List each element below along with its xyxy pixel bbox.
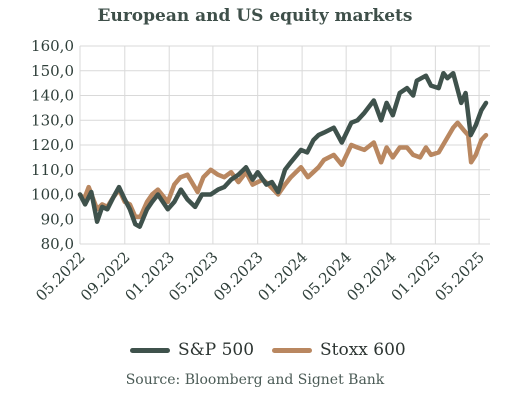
series-line-sp500 [77, 70, 489, 229]
legend-item-stoxx600: Stoxx 600 [272, 340, 406, 360]
source-note: Source: Bloomberg and Signet Bank [125, 372, 385, 388]
y-axis-labels: 80,0 90,0 100,0 110,0 120,0 130,0 140,0 150,0 16… [31, 37, 74, 253]
series-layer [77, 70, 489, 229]
y-tick-label: 130,0 [31, 111, 74, 129]
y-tick-label: 150,0 [31, 62, 74, 80]
x-axis-labels: 05.202209.202201.202305.202309.202301.20… [32, 248, 488, 305]
legend-label-stoxx600: Stoxx 600 [320, 340, 406, 360]
legend-label-sp500: S&P 500 [178, 340, 255, 360]
y-tick-label: 110,0 [31, 161, 74, 179]
chart-svg: 80,0 90,0 100,0 110,0 120,0 130,0 140,0 150,0 16… [31, 37, 490, 305]
legend-item-sp500: S&P 500 [130, 340, 254, 360]
y-tick-label: 80,0 [41, 235, 74, 253]
legend-swatch-stoxx600 [272, 347, 312, 353]
chart-title: European and US equity markets [97, 6, 413, 26]
legend-swatch-sp500 [130, 347, 170, 353]
series-line-stoxx600 [77, 120, 489, 220]
y-tick-label: 140,0 [31, 87, 74, 105]
y-tick-label: 160,0 [31, 37, 74, 55]
y-tick-label: 100,0 [31, 186, 74, 204]
y-tick-label: 120,0 [31, 136, 74, 154]
legend: S&P 500 Stoxx 600 [0, 340, 532, 362]
y-tick-label: 90,0 [41, 210, 74, 228]
